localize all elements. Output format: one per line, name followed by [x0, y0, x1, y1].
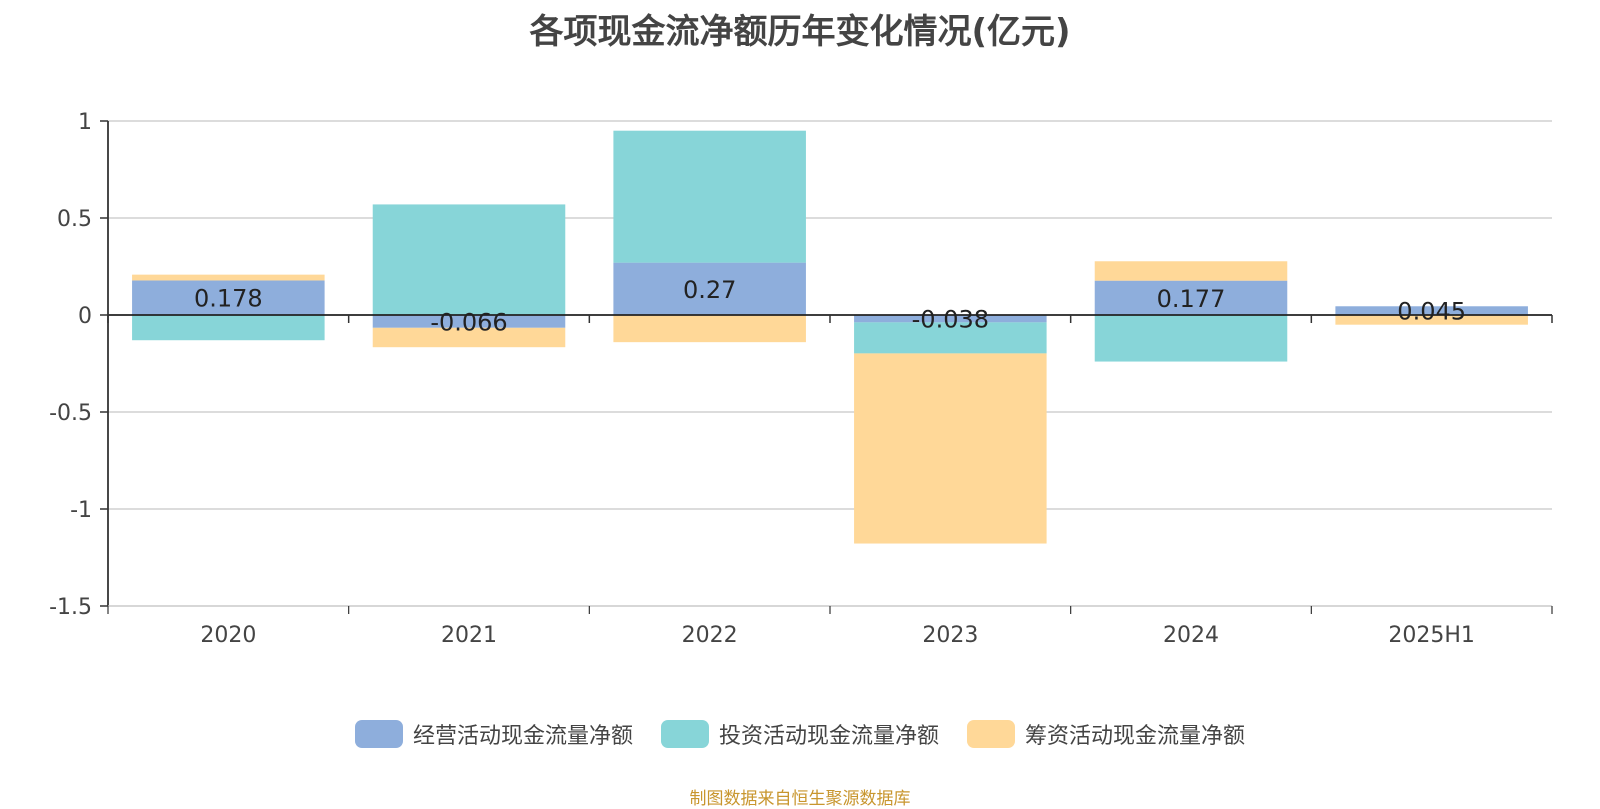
data-label-2020: 0.178 [194, 285, 263, 313]
bars [132, 130, 1528, 544]
bar-2020-series-2 [132, 274, 325, 281]
data-label-2025H1: 0.045 [1397, 298, 1466, 326]
bar-2021-series-2 [372, 327, 566, 348]
chart-plot: 1 0.5 0 -0.5 -1 -1.5 2020 2021 2022 2023 2024 2025H… [49, 110, 1553, 648]
y-tick-label: 1 [78, 110, 92, 135]
bar-2020-series-0 [132, 280, 325, 315]
legend-item-2[interactable]: 筹资活动现金流量净额 [967, 718, 1245, 750]
legend-swatch [354, 720, 403, 748]
x-tick-label-2022: 2022 [682, 623, 738, 648]
bar-2023-series-1 [854, 322, 1047, 354]
axes [100, 120, 1553, 614]
data-label-2021: -0.066 [430, 308, 507, 336]
x-tick-label-2023: 2023 [922, 623, 978, 648]
bar-2024-series-1 [1094, 315, 1288, 362]
bar-2025H1-series-0 [1335, 306, 1528, 315]
y-tick-label: -1.5 [49, 595, 92, 620]
y-tick-label: -1 [70, 498, 92, 523]
bar-2023-series-2 [854, 353, 1047, 544]
bar-2022-series-2 [613, 315, 806, 343]
x-tick-label-2024: 2024 [1163, 623, 1219, 648]
x-tick-label-2021: 2021 [441, 623, 497, 648]
legend: 经营活动现金流量净额 投资活动现金流量净额 筹资活动现金流量净额 [0, 718, 1600, 750]
data-label-2023: -0.038 [912, 306, 989, 334]
legend-label: 筹资活动现金流量净额 [1025, 724, 1246, 749]
bar-2023-series-0 [854, 315, 1047, 323]
x-tick-label-2025H1: 2025H1 [1388, 623, 1475, 648]
y-tick-label: 0.5 [57, 207, 92, 232]
bar-2025H1-series-2 [1335, 315, 1528, 325]
x-tick-label-2020: 2020 [200, 623, 256, 648]
data-label-2024: 0.177 [1157, 285, 1226, 313]
grid-lines [108, 120, 1552, 607]
bar-2024-series-2 [1094, 261, 1288, 281]
source-note: 制图数据来自恒生聚源数据库 [689, 789, 911, 809]
bar-2020-series-1 [132, 315, 325, 341]
legend-swatch [967, 720, 1015, 748]
bar-2022-series-0 [613, 262, 806, 315]
chart-title: 各项现金流净额历年变化情况(亿元) [529, 12, 1071, 52]
legend-label: 投资活动现金流量净额 [718, 724, 939, 749]
labels: 1 0.5 0 -0.5 -1 -1.5 2020 2021 2022 2023 2024 2025H… [49, 110, 1475, 648]
y-tick-label: 0 [78, 304, 92, 329]
bar-2021-series-0 [372, 315, 566, 328]
data-label-2022: 0.27 [683, 276, 736, 304]
bar-2024-series-0 [1094, 280, 1288, 315]
legend-swatch [660, 720, 709, 748]
bar-2021-series-1 [372, 204, 566, 315]
legend-label: 经营活动现金流量净额 [412, 724, 633, 749]
bar-2022-series-1 [613, 130, 806, 263]
y-tick-label: -0.5 [49, 401, 92, 426]
legend-item-0[interactable]: 经营活动现金流量净额 [354, 718, 633, 750]
legend-item-1[interactable]: 投资活动现金流量净额 [660, 718, 939, 750]
